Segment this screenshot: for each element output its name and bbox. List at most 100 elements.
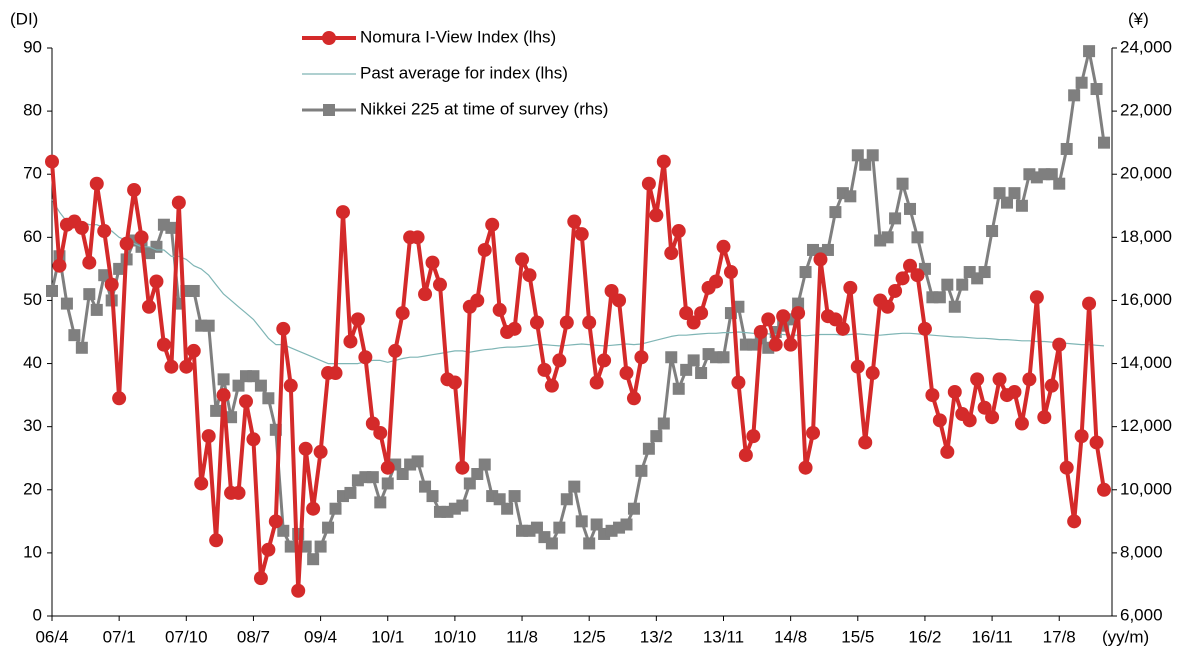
data-point <box>582 315 597 330</box>
data-point <box>694 306 709 321</box>
data-point <box>627 502 640 515</box>
x-tick-label: 12/5 <box>573 627 606 646</box>
y-tick-label: 60 <box>23 227 42 246</box>
data-point <box>985 410 1000 425</box>
data-point <box>75 341 88 354</box>
y-tick-label: 40 <box>23 353 42 372</box>
data-point <box>262 392 275 405</box>
data-point <box>89 176 104 191</box>
data-point <box>373 425 388 440</box>
data-point <box>634 350 649 365</box>
data-point <box>314 540 327 553</box>
data-point <box>709 274 724 289</box>
data-point <box>865 366 880 381</box>
data-point <box>896 177 909 190</box>
data-point <box>695 367 708 380</box>
x-tick-label: 09/4 <box>304 627 337 646</box>
y2-tick-label: 16,000 <box>1120 290 1172 309</box>
data-point <box>328 366 343 381</box>
data-point <box>343 334 358 349</box>
data-point <box>821 243 834 256</box>
data-point <box>948 300 961 313</box>
data-point <box>522 268 537 283</box>
data-point <box>246 432 261 447</box>
data-point <box>46 284 58 297</box>
x-tick-label: 13/2 <box>640 627 673 646</box>
data-point <box>552 353 567 368</box>
data-point <box>60 297 73 310</box>
data-point <box>933 291 946 304</box>
x-tick-label: 16/2 <box>908 627 941 646</box>
data-point <box>329 502 342 515</box>
data-point <box>52 258 67 273</box>
data-point <box>574 227 589 242</box>
data-point <box>432 277 447 292</box>
data-point <box>238 394 253 409</box>
data-point <box>1053 177 1066 190</box>
data-point <box>1090 83 1103 96</box>
x-tick-label: 07/1 <box>103 627 136 646</box>
data-point <box>970 372 985 387</box>
data-point <box>1045 168 1058 181</box>
data-point <box>977 400 992 415</box>
data-point <box>380 460 395 475</box>
data-point <box>947 384 962 399</box>
data-point <box>895 271 910 286</box>
legend-marker <box>322 31 336 45</box>
data-point <box>941 278 954 291</box>
x-tick-label: 08/7 <box>237 627 270 646</box>
x-tick-label: 07/10 <box>165 627 208 646</box>
data-point <box>529 315 544 330</box>
data-point <box>322 521 335 534</box>
data-point <box>90 303 103 316</box>
data-point <box>604 283 619 298</box>
data-point <box>410 230 425 245</box>
data-point <box>828 312 843 327</box>
data-point <box>1089 435 1104 450</box>
data-point <box>113 262 126 275</box>
data-point <box>1014 416 1029 431</box>
data-point <box>1008 187 1021 200</box>
data-point <box>112 391 127 406</box>
data-point <box>477 242 492 257</box>
data-point <box>866 149 879 162</box>
data-point <box>485 217 500 232</box>
data-point <box>141 299 156 314</box>
x-tick-label: 17/8 <box>1043 627 1076 646</box>
data-point <box>306 501 321 516</box>
data-point <box>992 372 1007 387</box>
data-point <box>589 375 604 390</box>
data-point <box>843 280 858 295</box>
data-point <box>1074 429 1089 444</box>
data-point <box>291 583 306 598</box>
data-point <box>268 514 283 529</box>
data-point <box>1001 196 1014 209</box>
x-axis-label: (yy/m) <box>1102 627 1149 646</box>
data-point <box>806 425 821 440</box>
y2-tick-label: 8,000 <box>1120 542 1163 561</box>
data-point <box>97 224 112 239</box>
data-point <box>635 464 648 477</box>
data-point <box>493 493 506 506</box>
series-line <box>51 199 1105 365</box>
data-point <box>165 221 178 234</box>
data-point <box>545 537 558 550</box>
data-point <box>507 321 522 336</box>
y2-tick-label: 14,000 <box>1120 353 1172 372</box>
data-point <box>530 521 543 534</box>
data-point <box>447 375 462 390</box>
data-point <box>687 354 700 367</box>
data-point <box>986 225 999 238</box>
data-point <box>74 220 89 235</box>
data-point <box>859 158 872 171</box>
data-point <box>641 176 656 191</box>
data-point <box>1052 337 1067 352</box>
data-point <box>350 312 365 327</box>
data-point <box>746 429 761 444</box>
data-point <box>925 388 940 403</box>
data-point <box>1083 45 1096 58</box>
data-point <box>471 468 484 480</box>
data-point <box>478 458 491 471</box>
data-point <box>119 236 134 251</box>
